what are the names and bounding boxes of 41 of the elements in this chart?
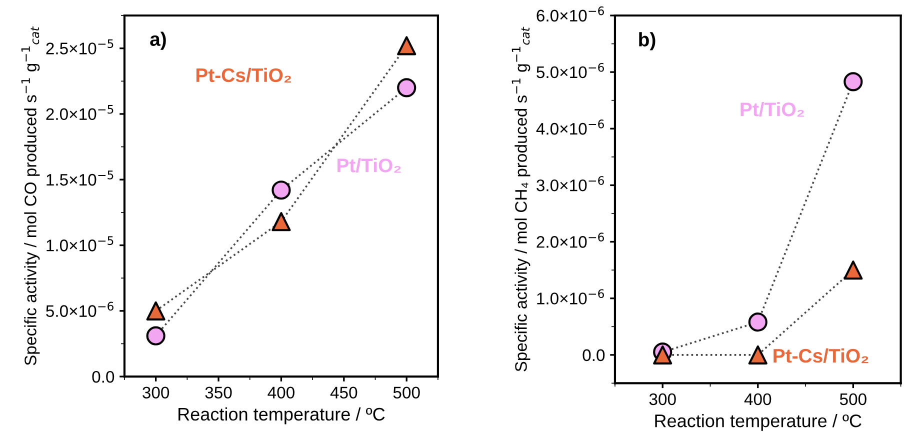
y-tick-label: 0.0: [582, 349, 605, 362]
y-tick-label: 1.0×10$^{−5}$: [46, 236, 114, 252]
x-tick-label: 500: [393, 386, 420, 399]
y-tick-label: 2.0×10$^{−6}$: [536, 232, 604, 248]
text: b): [639, 32, 656, 50]
x-tick-label: 450: [330, 386, 358, 399]
y-tick-label: 1.0×10$^{−6}$: [537, 289, 604, 304]
x-tick-label: 500: [840, 393, 866, 406]
point: [397, 36, 416, 56]
point: [844, 260, 863, 280]
x-tick-label: 350: [205, 386, 232, 399]
y-tick-label: 3.0×10$^{−6}$: [536, 176, 604, 192]
y-tick-label: 0.0: [92, 370, 114, 383]
point: [748, 345, 768, 364]
point: [397, 78, 416, 98]
x-tick-label: 300: [649, 393, 676, 406]
point: [146, 301, 166, 320]
y-tick-label: 5.0×10$^{−6}$: [536, 62, 604, 78]
point: [146, 326, 166, 346]
point: [844, 72, 863, 92]
point: [748, 312, 768, 332]
y-tick-label: 5.0×10$^{−6}$: [46, 302, 114, 317]
point: [272, 212, 291, 232]
x-axis-title: Reaction temperature / ºC: [178, 407, 385, 424]
y-axis-title: Specific activity / mol CO produced s$^{−1}$ g$^{−1}$$_{cat}$: [21, 26, 40, 366]
x-tick-label: 300: [142, 386, 170, 399]
y-tick-label: 6.0×10$^{−6}$: [536, 6, 604, 22]
y-tick-label: 4.0×10$^{−6}$: [536, 120, 604, 135]
text: a): [150, 32, 166, 50]
y-tick-label: 2.0×10$^{−5}$: [46, 105, 114, 120]
x-axis-title: Reaction temperature / ºC: [655, 414, 862, 431]
text: Pt-Cs/TiO₂: [196, 68, 292, 83]
series-label: Pt/TiO₂: [740, 102, 804, 117]
point: [272, 180, 291, 200]
series-label: Pt/TiO₂: [338, 158, 401, 173]
x-tick-label: 400: [744, 393, 772, 406]
y-tick-label: 2.5×10$^{−5}$: [46, 39, 114, 54]
y-axis-title: Specific activity / mol CH₄ produced s$^{−1}$ g$^{−1}$$_{cat}$: [512, 26, 530, 372]
x-tick-label: 400: [268, 386, 294, 399]
y-tick-label: 1.5×10$^{−5}$: [46, 170, 114, 186]
series-label: Pt-Cs/TiO₂: [774, 348, 868, 364]
